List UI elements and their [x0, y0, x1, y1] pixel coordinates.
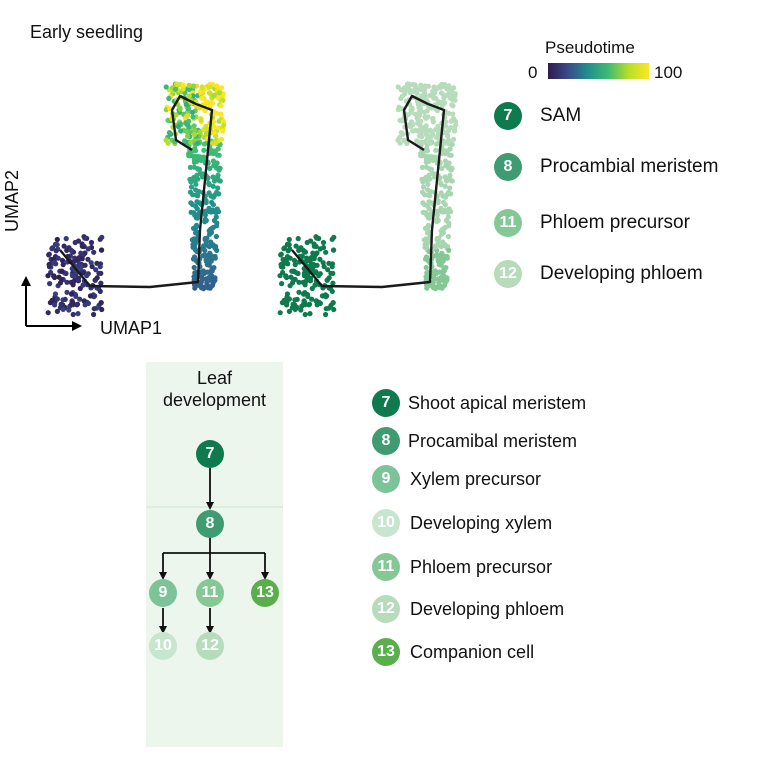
legend-item-xylem-precursor: 9 Xylem precursor — [372, 465, 586, 493]
umap1-arrowhead — [72, 321, 82, 331]
umap-cluster-plot — [277, 81, 459, 318]
cluster-badge: 7 — [372, 389, 400, 417]
legend-label: SAM — [540, 104, 582, 126]
umap2-arrowhead — [21, 276, 31, 286]
legend-item-companion-cell: 13 Companion cell — [372, 638, 586, 666]
cluster-badge: 12 — [494, 259, 522, 288]
cluster-badge: 11 — [494, 208, 522, 237]
legend-item-phloem-precursor: 11 Phloem precursor — [494, 207, 718, 238]
legend-label: Developing xylem — [410, 512, 553, 533]
legend-label: Procamibal meristem — [408, 430, 578, 451]
cluster-badge: 9 — [372, 465, 400, 493]
tree-node-7: 7 — [196, 440, 224, 468]
cluster-badge: 13 — [372, 638, 400, 666]
cluster-badge: 10 — [372, 509, 400, 537]
legend-item-shoot-apical-meristem: 7 Shoot apical meristem — [372, 389, 586, 417]
cluster-badge: 8 — [494, 152, 522, 181]
legend-label: Phloem precursor — [410, 556, 553, 577]
leaf-development-title: Leaf development — [146, 367, 283, 411]
tree-node-12: 12 — [196, 632, 224, 660]
cluster-badge: 8 — [372, 427, 400, 455]
pseudotime-colorbar — [548, 63, 649, 79]
umap-pseudotime-plot — [45, 81, 227, 318]
legend-label: Phloem precursor — [540, 211, 690, 233]
umap-axes-indicator — [21, 276, 82, 331]
cluster-badge: 7 — [494, 101, 522, 130]
legend-item-developing-phloem-2: 12 Developing phloem — [372, 595, 586, 623]
colorbar-min-label: 0 — [528, 63, 538, 82]
legend-item-procambial: 8 Procambial meristem — [494, 151, 718, 182]
title-line-1: Leaf — [196, 368, 233, 388]
colorbar-max-label: 100 — [654, 63, 683, 82]
legend-item-developing-phloem: 12 Developing phloem — [494, 258, 718, 289]
cluster-badge: 11 — [372, 553, 400, 581]
leaf-development-panel — [146, 362, 283, 747]
legend-label: Procambial meristem — [540, 155, 719, 177]
umap-plots — [21, 81, 459, 331]
umap1-label: UMAP1 — [100, 318, 163, 338]
tree-node-13: 13 — [251, 579, 279, 607]
umap2-label: UMAP2 — [2, 169, 22, 232]
panel-divider — [146, 506, 283, 508]
tree-node-9: 9 — [149, 579, 177, 607]
legend-label: Companion cell — [410, 641, 535, 662]
title-line-2: development — [162, 390, 267, 410]
panel-title: Early seedling — [30, 22, 144, 42]
legend-item-phloem-precursor-2: 11 Phloem precursor — [372, 553, 586, 581]
colorbar-title: Pseudotime — [545, 38, 635, 57]
legend-label: Developing phloem — [410, 598, 565, 619]
tree-node-11: 11 — [196, 579, 224, 607]
tree-node-10: 10 — [149, 632, 177, 660]
legend-label: Xylem precursor — [410, 468, 542, 489]
cluster-legend-top: 7 SAM 8 Procambial meristem 11 Phloem pr… — [494, 100, 718, 289]
legend-item-procamibal-meristem: 8 Procamibal meristem — [372, 427, 586, 455]
legend-item-developing-xylem: 10 Developing xylem — [372, 509, 586, 537]
legend-label: Developing phloem — [540, 262, 703, 284]
lineage-tree — [159, 468, 269, 634]
cluster-badge: 12 — [372, 595, 400, 623]
tree-node-8: 8 — [196, 510, 224, 538]
cluster-legend-bottom: 7 Shoot apical meristem 8 Procamibal mer… — [372, 389, 586, 666]
legend-label: Shoot apical meristem — [408, 392, 587, 413]
legend-item-sam: 7 SAM — [494, 100, 718, 131]
